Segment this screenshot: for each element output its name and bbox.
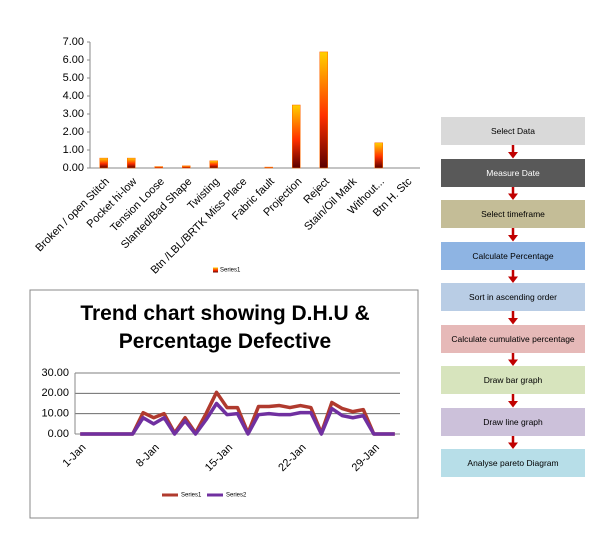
y-tick-label: 2.00 xyxy=(63,126,84,138)
flow-arrow-head xyxy=(508,442,518,449)
flow-arrow-head xyxy=(508,152,518,159)
bar xyxy=(154,166,163,169)
bar xyxy=(264,166,273,169)
chart-title: Trend chart showing D.H.U & Percentage D… xyxy=(80,302,370,353)
bar xyxy=(374,142,383,169)
flow-step: Analyse pareto Diagram xyxy=(441,449,585,477)
flow-step: Sort in ascending order xyxy=(441,283,585,311)
legend-label: Series1 xyxy=(220,268,241,274)
y-tick-label: 4.00 xyxy=(63,90,84,102)
bar xyxy=(182,165,191,169)
y-tick-label: 30.00 xyxy=(41,367,69,379)
x-tick-label: 1-Jan xyxy=(60,442,88,470)
y-tick-label: 5.00 xyxy=(63,72,84,84)
flow-arrow-head xyxy=(508,193,518,200)
flow-arrow-head xyxy=(508,318,518,325)
flow-arrow-head xyxy=(508,359,518,366)
x-tick-label: 22-Jan xyxy=(276,442,308,474)
flow-step: Measure Date xyxy=(441,158,585,187)
flow-step: Calculate Percentage xyxy=(441,241,585,270)
chart-frame xyxy=(29,289,419,519)
flow-step: Draw bar graph xyxy=(441,366,585,394)
line-series xyxy=(80,401,395,436)
bar xyxy=(319,51,328,169)
flow-step: Select Data xyxy=(441,117,585,145)
flow-step: Select timeframe xyxy=(441,200,585,228)
legend-label: Series2 xyxy=(226,493,247,499)
bar xyxy=(292,104,301,169)
x-tick-label: 8-Jan xyxy=(134,442,162,470)
bar xyxy=(99,157,108,169)
y-tick-label: 10.00 xyxy=(41,408,69,420)
y-tick-label: 3.00 xyxy=(63,108,84,120)
bar xyxy=(127,157,136,169)
y-tick-label: 7.00 xyxy=(63,36,84,48)
x-tick-label: 29-Jan xyxy=(350,442,382,474)
flow-step: Draw line graph xyxy=(441,407,585,436)
y-tick-label: 1.00 xyxy=(63,144,84,156)
bar xyxy=(209,160,218,169)
flow-arrow-head xyxy=(508,401,518,408)
y-tick-label: 20.00 xyxy=(41,387,69,399)
legend-label: Series1 xyxy=(181,493,202,499)
x-tick-label: 15-Jan xyxy=(203,442,235,474)
flow-step: Calculate cumulative percentage xyxy=(441,324,585,353)
y-tick-label: 0.00 xyxy=(48,428,69,440)
legend-swatch xyxy=(213,267,218,273)
y-tick-label: 6.00 xyxy=(63,54,84,66)
flow-arrow-head xyxy=(508,235,518,242)
flow-arrow-head xyxy=(508,276,518,283)
y-tick-label: 0.00 xyxy=(63,162,84,174)
